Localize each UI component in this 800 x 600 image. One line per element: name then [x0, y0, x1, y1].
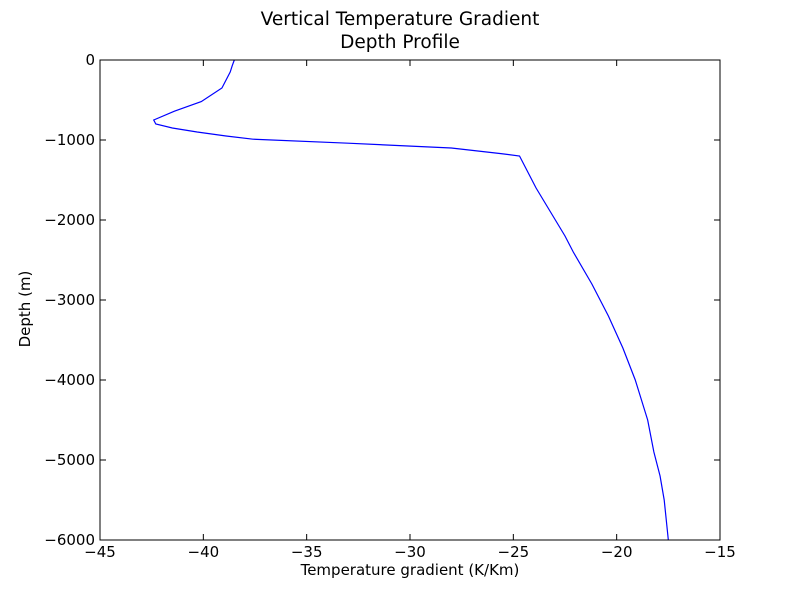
x-tick-label: −35 [291, 543, 323, 561]
y-tick-label: −2000 [44, 211, 95, 229]
plot-frame [99, 59, 721, 541]
x-tick-label: −45 [84, 543, 116, 561]
y-tick-label: 0 [85, 51, 95, 69]
x-tick-label: −30 [394, 543, 426, 561]
chart-title: Vertical Temperature Gradient [260, 9, 540, 30]
x-tick-label: −15 [704, 543, 736, 561]
series-line [152, 59, 669, 541]
x-tick-label: −40 [188, 543, 220, 561]
y-axis-label: Depth (m) [16, 270, 34, 348]
y-tick-label: −5000 [44, 451, 95, 469]
x-axis-label: Temperature gradient (K/Km) [300, 561, 520, 579]
y-tick-label: −3000 [44, 291, 95, 309]
x-tick-label: −25 [498, 543, 530, 561]
y-tick-label: −6000 [44, 531, 95, 549]
chart-subtitle: Depth Profile [340, 32, 460, 53]
x-tick-label: −20 [601, 543, 633, 561]
y-tick-label: −1000 [44, 131, 95, 149]
y-tick-label: −4000 [44, 371, 95, 389]
